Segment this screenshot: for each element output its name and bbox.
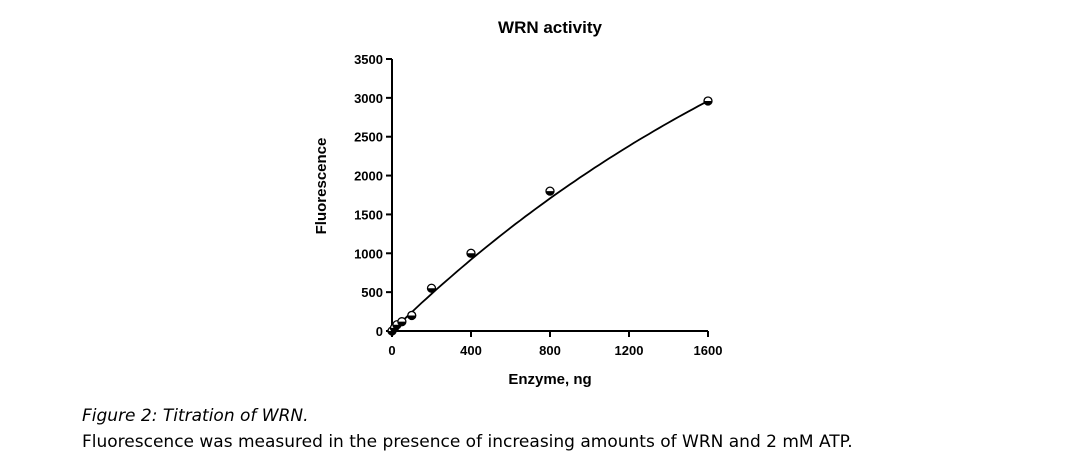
chart-title: WRN activity: [498, 18, 602, 37]
data-point: [407, 310, 417, 321]
x-tick-label: 400: [460, 343, 482, 358]
fit-curve: [391, 100, 709, 332]
x-tick-label: 1600: [694, 343, 723, 358]
x-tick-label: 0: [388, 343, 395, 358]
data-point-fill: [467, 253, 475, 258]
data-point: [392, 320, 402, 330]
y-tick-label: 1500: [354, 207, 383, 222]
axes: 0 400 800 1200 1600 0 500 1000 1500 2000 2500 3000 3…: [354, 52, 722, 358]
y-tick-label: 500: [361, 285, 383, 300]
x-tick-label: 1200: [615, 343, 644, 358]
data-point-fill: [407, 315, 416, 320]
data-point: [426, 283, 437, 293]
data-point: [397, 317, 407, 327]
data-point-fill: [392, 324, 401, 329]
data-point-fill: [704, 100, 712, 105]
chart: WRN activity 0 400 800 1200 1600 0 500 1000 1500…: [313, 18, 722, 388]
data-point-fill: [427, 288, 436, 293]
y-tick-label: 2500: [354, 130, 383, 145]
y-tick-label: 3000: [354, 91, 383, 106]
y-tick-label: 2000: [354, 169, 383, 184]
x-axis-title: Enzyme, ng: [508, 371, 591, 388]
data-point-fill: [397, 321, 406, 326]
y-tick-label: 3500: [354, 52, 383, 67]
data-points: [387, 96, 713, 336]
fit-line-group: [391, 100, 709, 332]
figure-caption-title: Figure 2: Titration of WRN.: [82, 406, 309, 426]
y-axis-title: Fluorescence: [313, 138, 330, 235]
figure-caption-text: Fluorescence was measured in the presenc…: [82, 432, 853, 452]
y-tick-label: 0: [376, 324, 383, 339]
data-point: [703, 96, 713, 106]
x-tick-label: 800: [539, 343, 561, 358]
data-point: [545, 186, 555, 196]
data-point-fill: [546, 191, 554, 196]
data-point: [466, 248, 476, 258]
y-tick-label: 1000: [354, 246, 383, 261]
